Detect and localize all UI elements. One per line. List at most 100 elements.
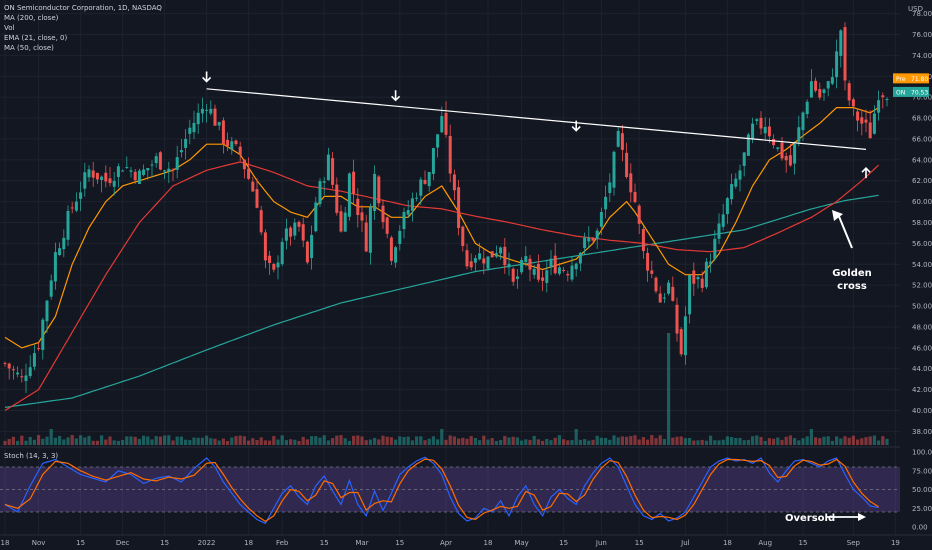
candle-body (137, 170, 141, 184)
candle-body (646, 252, 650, 271)
candle-body (28, 367, 32, 377)
volume-bar (137, 438, 141, 445)
volume-bar (650, 435, 654, 445)
price-tick-label: 58.00 (912, 219, 932, 227)
volume-bar (305, 439, 309, 445)
volume-bar (562, 439, 566, 445)
candle-body (536, 263, 540, 280)
candle-body (818, 89, 822, 98)
volume-bar (335, 435, 339, 445)
candle-body (284, 228, 288, 241)
candle-body (788, 155, 792, 166)
volume-bar (818, 438, 822, 445)
candle-body (184, 138, 188, 148)
volume-bar (713, 440, 717, 445)
volume-bar (767, 438, 771, 445)
volume-bar (247, 440, 251, 445)
volume-bar (49, 429, 53, 445)
candle-body (209, 108, 213, 114)
volume-bar (221, 438, 225, 445)
candle-body (683, 316, 687, 356)
indicator-ema21-label: EMA (21, close, 0) (4, 34, 68, 42)
volume-bar (591, 439, 595, 445)
volume-bar (872, 435, 876, 445)
candle-body (566, 274, 570, 276)
candle-body (641, 229, 645, 252)
candle-body (112, 180, 116, 187)
time-tick-label: 15 (320, 539, 329, 547)
candle-body (343, 212, 347, 232)
time-tick-label: 2022 (198, 539, 216, 547)
volume-bar (268, 440, 272, 445)
indicator-vol-label: Vol (4, 24, 15, 32)
candle-body (406, 210, 410, 215)
price-badge-label: Pre (896, 76, 906, 83)
candle-body (272, 263, 276, 270)
volume-bar (499, 439, 503, 445)
volume-bar (524, 439, 528, 445)
volume-bar (133, 436, 137, 445)
candle-body (171, 169, 175, 171)
candle-body (809, 81, 813, 98)
candle-body (667, 282, 671, 294)
candle-body (360, 212, 364, 221)
volume-bar (158, 436, 162, 445)
volume-bar (381, 435, 385, 445)
candle-body (738, 170, 742, 180)
candle-body (385, 217, 389, 234)
volume-bar (885, 438, 889, 445)
candle-body (688, 275, 692, 315)
volume-bar (776, 437, 780, 445)
volume-bar (494, 440, 498, 445)
volume-bar (230, 437, 234, 445)
volume-bar (671, 437, 675, 445)
candle-body (150, 164, 154, 166)
candle-body (839, 30, 843, 56)
volume-bar (553, 437, 557, 445)
volume-bar (864, 437, 868, 445)
candle-body (742, 152, 746, 166)
candle-body (574, 263, 578, 270)
candle-body (532, 268, 536, 275)
candle-body (247, 168, 251, 179)
candle-body (3, 362, 7, 364)
volume-bar (167, 435, 171, 445)
candle-body (448, 135, 452, 174)
price-tick-label: 56.00 (912, 240, 932, 248)
stoch-label: Stoch (14, 3, 3) (4, 452, 59, 460)
price-badge-value: 71.80 (911, 76, 928, 83)
volume-bar (528, 439, 532, 445)
volume-bar (83, 437, 87, 445)
volume-bar (100, 435, 104, 445)
candle-body (192, 122, 196, 133)
volume-bar (217, 440, 221, 445)
volume-bar (352, 435, 356, 445)
volume-bar (461, 437, 465, 445)
candle-body (780, 142, 784, 159)
volume-bar (385, 436, 389, 445)
volume-bar (28, 436, 32, 445)
volume-bar (847, 437, 851, 445)
candle-body (801, 112, 805, 131)
candle-body (293, 222, 297, 236)
price-badge (893, 73, 929, 84)
oversold-arrowhead (858, 513, 866, 521)
candle-body (520, 259, 524, 273)
candle-body (280, 241, 284, 265)
volume-bar (788, 435, 792, 445)
chart-legend: ON Semiconductor Corporation, 1D, NASDAQ… (4, 3, 162, 53)
volume-bar (629, 436, 633, 445)
candle-body (856, 111, 860, 121)
candle-body (410, 198, 414, 211)
candle-body (242, 159, 246, 170)
candle-body (549, 258, 553, 268)
time-tick-label: 15 (799, 539, 808, 547)
volume-bar (826, 436, 830, 445)
volume-bar (746, 439, 750, 445)
volume-bar (545, 438, 549, 445)
volume-bar (511, 436, 515, 445)
volume-bar (171, 440, 175, 445)
golden-cross-label-line1: Golden (832, 268, 872, 279)
time-tick-label: 15 (76, 539, 85, 547)
